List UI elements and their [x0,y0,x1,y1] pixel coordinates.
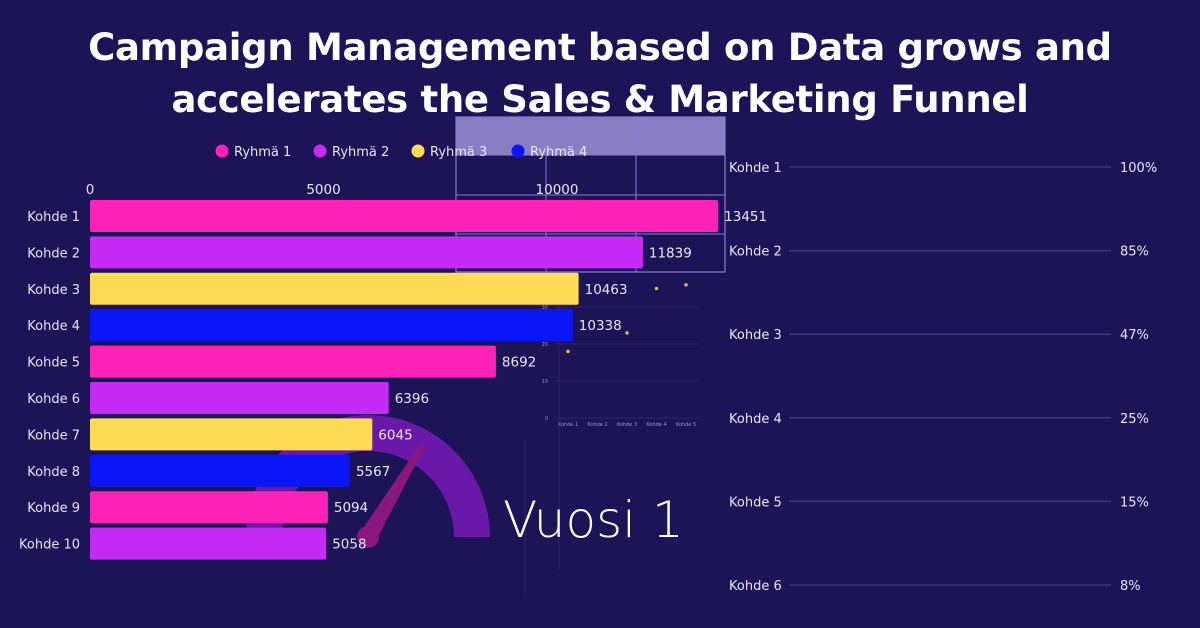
scatter-x-tick: Kohde 5 [676,422,696,428]
legend-marker [411,144,425,158]
bar-category-label: Kohde 9 [27,501,80,516]
bar-category-label: Kohde 7 [27,428,80,443]
overlay-header [456,117,725,155]
bar-value-label: 10338 [579,318,622,334]
gauge-needle [360,444,425,541]
scatter-y-tick: 30 [542,305,548,311]
title-line-2: accelerates the Sales & Marketing Funnel [171,78,1029,121]
bar-category-label: Kohde 4 [27,319,80,334]
funnel-category-label: Kohde 6 [729,579,782,594]
scatter-y-tick: 0 [545,416,548,422]
funnel-category-label: Kohde 5 [729,495,782,510]
legend-label: Ryhmä 2 [332,145,389,160]
bar [90,309,573,342]
bar [90,491,328,524]
scatter-y-tick: 20 [542,342,548,348]
bar-value-label: 10463 [585,282,628,298]
scatter-point [625,331,629,335]
bar-category-label: Kohde 5 [27,356,80,371]
legend-marker [511,144,525,158]
bar-value-label: 6396 [395,391,429,407]
bar [90,382,389,414]
bar-value-label: 5567 [356,464,390,480]
bar-category-label: Kohde 2 [27,246,80,261]
x-axis-tick: 0 [86,182,95,198]
scatter-point [684,283,688,287]
scatter-x-tick: Kohde 3 [617,422,637,428]
year-label: Vuosi 1 [503,491,684,549]
funnel-value-label: 25% [1120,412,1149,427]
legend-label: Ryhmä 3 [430,145,487,160]
scatter-y-tick: 10 [542,379,548,385]
legend-marker [313,144,327,158]
scatter-point [654,286,659,291]
bar-category-label: Kohde 6 [27,392,80,407]
bar-category-label: Kohde 3 [27,283,80,298]
legend-label: Ryhmä 1 [234,145,291,160]
bar-value-label: 5094 [334,500,368,516]
bar-value-label: 8692 [502,355,536,371]
bar-value-label: 11839 [649,245,692,261]
bar [90,200,719,232]
bar-category-label: Kohde 8 [27,465,80,480]
scatter-x-tick: Kohde 4 [646,422,666,428]
funnel-value-label: 85% [1120,245,1149,260]
x-axis-tick: 5000 [306,182,340,198]
funnel-category-label: Kohde 1 [729,161,782,176]
funnel-value-label: 8% [1120,579,1141,594]
bar [90,345,496,378]
funnel-value-label: 100% [1120,161,1157,176]
bar [90,272,579,305]
x-axis-tick: 10000 [536,182,579,198]
bar-value-label: 5058 [332,537,366,553]
legend-label: Ryhmä 4 [530,145,587,160]
bar-category-label: Kohde 1 [27,210,80,225]
bar-value-label: 6045 [378,427,412,443]
bar-value-label: 13451 [724,209,767,225]
legend-marker [215,144,229,158]
funnel-category-label: Kohde 2 [729,245,782,260]
bar [90,236,643,269]
funnel-category-label: Kohde 3 [729,328,782,343]
scatter-x-tick: Kohde 2 [587,422,607,428]
bar [90,418,373,451]
bar [90,527,327,560]
page-title: Campaign Management based on Data grows … [0,22,1200,126]
funnel-value-label: 47% [1120,328,1149,343]
scatter-x-tick: Kohde 1 [558,422,578,428]
scatter-point [566,349,570,354]
bar [90,454,350,487]
funnel-category-label: Kohde 4 [729,412,782,427]
funnel-value-label: 15% [1120,495,1149,510]
title-line-1: Campaign Management based on Data grows … [88,26,1112,69]
bar-category-label: Kohde 10 [19,538,80,553]
gauge-needle-hub [357,526,379,548]
